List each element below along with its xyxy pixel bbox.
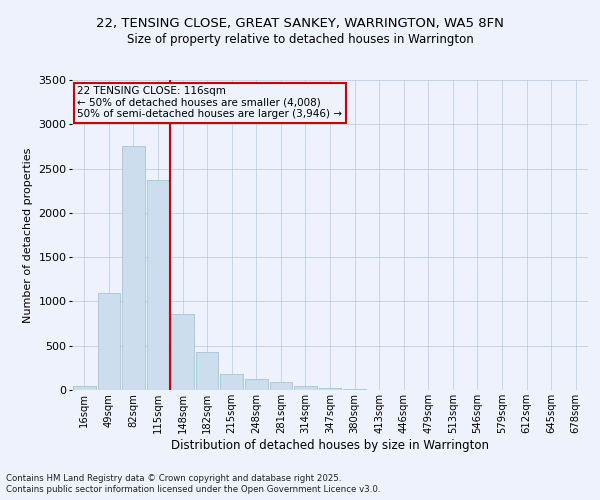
Bar xyxy=(245,379,268,390)
Text: Size of property relative to detached houses in Warrington: Size of property relative to detached ho… xyxy=(127,32,473,46)
Bar xyxy=(319,388,341,390)
Bar xyxy=(171,314,194,390)
Text: 22 TENSING CLOSE: 116sqm
← 50% of detached houses are smaller (4,008)
50% of sem: 22 TENSING CLOSE: 116sqm ← 50% of detach… xyxy=(77,86,342,120)
Text: Contains public sector information licensed under the Open Government Licence v3: Contains public sector information licen… xyxy=(6,486,380,494)
Bar xyxy=(146,180,169,390)
Bar xyxy=(196,352,218,390)
Bar xyxy=(98,292,120,390)
X-axis label: Distribution of detached houses by size in Warrington: Distribution of detached houses by size … xyxy=(171,438,489,452)
Bar xyxy=(269,382,292,390)
Text: 22, TENSING CLOSE, GREAT SANKEY, WARRINGTON, WA5 8FN: 22, TENSING CLOSE, GREAT SANKEY, WARRING… xyxy=(96,18,504,30)
Bar xyxy=(343,389,366,390)
Bar xyxy=(294,386,317,390)
Bar xyxy=(220,374,243,390)
Y-axis label: Number of detached properties: Number of detached properties xyxy=(23,148,33,322)
Bar xyxy=(122,146,145,390)
Bar xyxy=(73,386,95,390)
Text: Contains HM Land Registry data © Crown copyright and database right 2025.: Contains HM Land Registry data © Crown c… xyxy=(6,474,341,483)
